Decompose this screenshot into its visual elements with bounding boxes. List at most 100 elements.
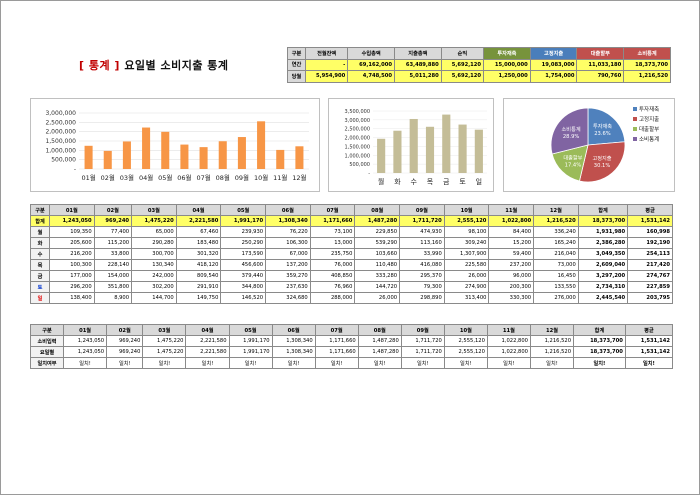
check-cell: 일치! xyxy=(443,357,488,369)
check-cell: 일치! xyxy=(573,357,626,369)
check-cell: 2,221,580 xyxy=(185,346,230,358)
table-cell: 239,930 xyxy=(220,226,267,238)
table-row: 토 296,200 351,800 302,200 291,910 344,800 237,… xyxy=(30,281,673,293)
check-header-cell: 10월 xyxy=(443,324,488,336)
main-header-cell: 12월 xyxy=(533,204,579,216)
x-tick-label: 토 xyxy=(459,178,466,186)
table-row: 일 138,400 8,900 144,700 149,750 146,520 324,68… xyxy=(30,292,673,304)
bar xyxy=(103,150,112,169)
y-tick-label: 2,000,000 xyxy=(345,136,370,142)
check-header-row: 구분 01월 02월 03월 04월 05월 06월 07월 08월 09월 10월 11월 12월 합계… xyxy=(29,324,674,336)
x-tick-label: 수 xyxy=(410,178,417,186)
weekday-monthly-table: 구분 01월 02월 03월 04월 05월 06월 07월 08월 09월 10월 11월 12월 합계… xyxy=(30,204,673,304)
table-cell: 2,734,310 xyxy=(577,281,629,293)
bar xyxy=(180,144,189,169)
bar xyxy=(295,146,304,169)
pie-slice-label: 고정지출 xyxy=(592,154,611,162)
bar xyxy=(199,147,208,169)
check-cell: 969,240 xyxy=(106,335,144,347)
monthly-chart-panel: 3,000,000 2,500,000 2,000,000 1,500,000 1,00… xyxy=(30,98,320,192)
summary-cell: 69,162,000 xyxy=(347,58,395,72)
pie-slice-percent: 30.1% xyxy=(594,163,611,169)
bar xyxy=(142,127,151,169)
summary-cell: 1,754,000 xyxy=(529,70,578,83)
summary-cell: 5,692,120 xyxy=(440,58,485,72)
check-cell: 2,221,580 xyxy=(185,335,230,347)
table-cell: 290,280 xyxy=(131,237,177,249)
table-cell: 474,930 xyxy=(399,226,445,238)
y-tick-label: 1,500,000 xyxy=(45,138,76,145)
main-total-cell: 1,531,142 xyxy=(627,215,673,227)
main-total-row: 합계 1,243,050 969,240 1,475,220 2,221,580 1,99… xyxy=(30,215,673,227)
table-cell: 98,100 xyxy=(443,226,490,238)
summary-cell: 790,760 xyxy=(576,70,625,83)
check-cell: 1,475,220 xyxy=(142,346,187,358)
table-cell: 109,350 xyxy=(48,226,95,238)
check-cell: 1,022,800 xyxy=(486,346,531,358)
summary-row-label: 당월 xyxy=(287,70,306,83)
check-cell: 일치! xyxy=(228,357,273,369)
table-cell: 77,400 xyxy=(93,226,133,238)
main-total-cell: 1,022,800 xyxy=(488,215,535,227)
table-row: 목 100,300 228,140 130,340 418,120 456,600 137,… xyxy=(30,259,673,271)
check-header-cell: 07월 xyxy=(314,324,359,336)
table-cell: 295,370 xyxy=(399,270,445,282)
weekday-bar-chart: 3,500,000 3,000,000 2,500,000 2,000,000 1,50… xyxy=(345,109,487,186)
check-cell: 일치! xyxy=(271,357,316,369)
table-cell: 110,480 xyxy=(354,259,401,271)
bar xyxy=(458,124,467,173)
bar xyxy=(257,121,266,169)
table-cell: 113,160 xyxy=(399,237,445,249)
table-cell: 324,680 xyxy=(265,292,311,304)
table-cell: 330,300 xyxy=(488,292,535,304)
check-cell: 1,991,170 xyxy=(228,335,273,347)
check-cell: 1,171,660 xyxy=(314,346,359,358)
main-header-row: 구분 01월 02월 03월 04월 05월 06월 07월 08월 09월 10월 11월 12월 합계… xyxy=(30,204,673,216)
check-header-cell: 04월 xyxy=(185,324,230,336)
table-row: 월 109,350 77,400 65,000 67,460 239,930 76,220 7… xyxy=(30,226,673,238)
y-tick-label: 2,500,000 xyxy=(345,127,370,133)
check-row-label: 소비입력 xyxy=(29,335,65,347)
summary-cell: 4,748,500 xyxy=(347,70,395,83)
summary-header-cell: 투자재축 xyxy=(483,47,531,60)
main-header-cell: 04월 xyxy=(175,204,222,216)
main-total-cell: 1,711,720 xyxy=(399,215,445,227)
table-cell: 235,750 xyxy=(309,248,356,260)
pie-slice-label: 소비통계 xyxy=(562,125,581,133)
legend-swatch xyxy=(633,117,637,121)
table-cell: 250,290 xyxy=(220,237,267,249)
legend-swatch xyxy=(633,107,637,111)
check-header-cell: 12월 xyxy=(529,324,575,336)
check-header-cell: 09월 xyxy=(400,324,445,336)
summary-cell: 19,083,000 xyxy=(529,58,578,72)
x-tick-label: 목 xyxy=(427,178,434,186)
check-cell: 1,308,340 xyxy=(271,346,316,358)
table-cell: 302,200 xyxy=(131,281,177,293)
main-total-cell: 1,171,660 xyxy=(309,215,356,227)
table-cell: 313,400 xyxy=(443,292,490,304)
main-total-cell: 1,243,050 xyxy=(48,215,95,227)
bar xyxy=(276,149,285,169)
check-row: 일치여부 일치! 일치! 일치! 일치! 일치! 일치! 일치! 일치! 일치! 일치! 일치! 일치!… xyxy=(29,357,674,369)
check-cell: 일치! xyxy=(314,357,359,369)
table-cell: 154,000 xyxy=(93,270,133,282)
check-row: 소비입력 1,243,050 969,240 1,475,220 2,221,580 1,… xyxy=(29,335,674,347)
table-cell: 809,540 xyxy=(175,270,222,282)
summary-header-cell: 대출할부 xyxy=(576,47,625,60)
main-header-cell: 합계 xyxy=(577,204,629,216)
check-cell: 일치! xyxy=(185,357,230,369)
bar xyxy=(474,129,483,173)
check-cell: 2,555,120 xyxy=(443,346,488,358)
pie-slice-percent: 17.4% xyxy=(565,162,582,168)
check-header-cell: 05월 xyxy=(228,324,273,336)
table-cell: 300,700 xyxy=(131,248,177,260)
check-cell: 1,711,720 xyxy=(400,346,445,358)
main-header-cell: 07월 xyxy=(309,204,356,216)
table-cell: 144,700 xyxy=(131,292,177,304)
check-cell: 일치! xyxy=(486,357,531,369)
table-cell: 137,200 xyxy=(265,259,311,271)
table-cell: 84,400 xyxy=(488,226,535,238)
table-cell: 100,300 xyxy=(48,259,95,271)
table-cell: 359,270 xyxy=(265,270,311,282)
